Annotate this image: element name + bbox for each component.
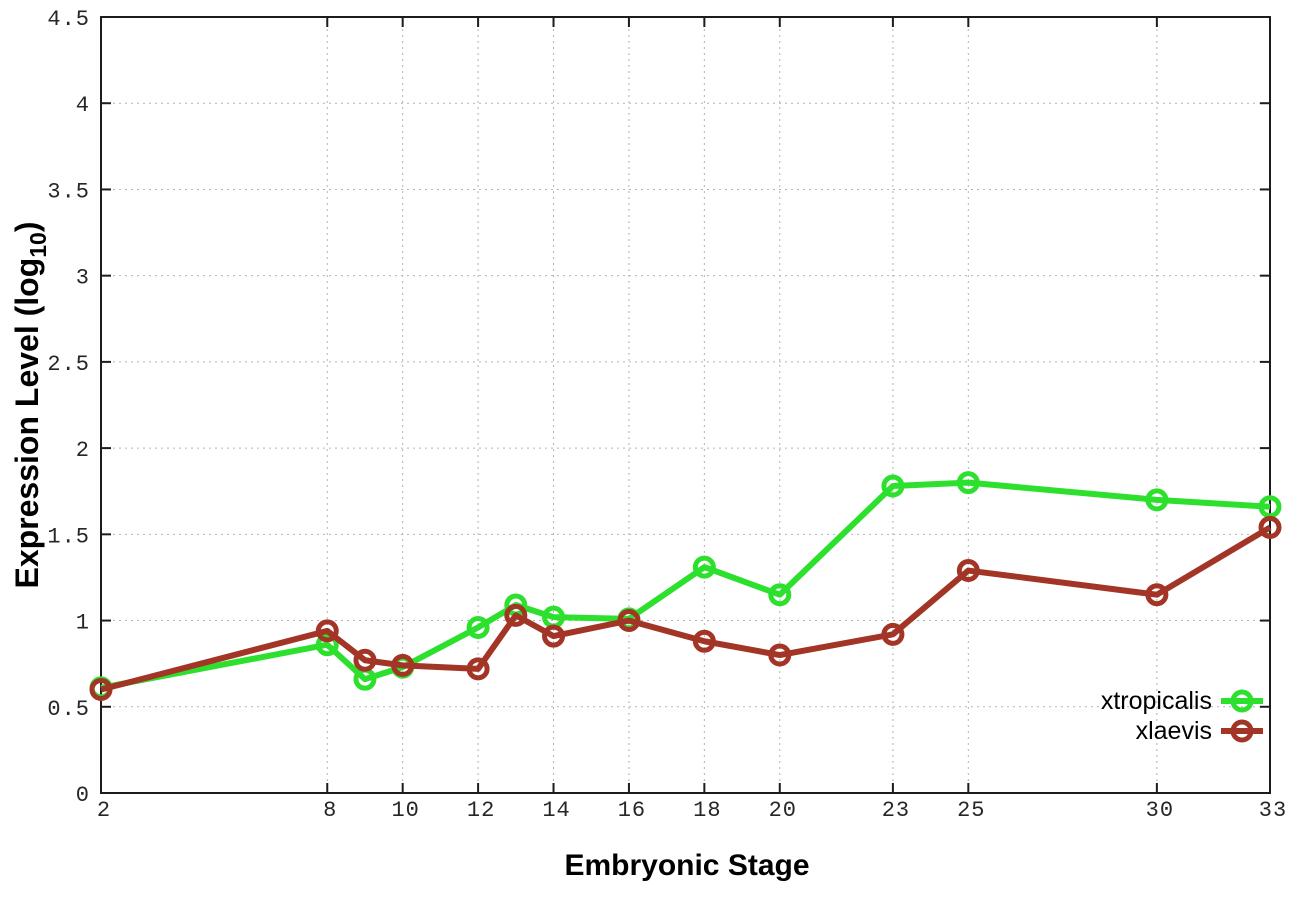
x-tick-label: 16: [618, 798, 646, 823]
data-point-marker: [768, 643, 792, 667]
y-axis-title: Expression Level (log10): [9, 221, 51, 588]
y-tick-label: 4.5: [47, 7, 90, 32]
y-tick-label: 2.5: [47, 352, 90, 377]
x-axis-title: Embryonic Stage: [564, 849, 809, 882]
series-markers-xlaevis: [89, 515, 1282, 702]
y-tick-label: 0.5: [47, 697, 90, 722]
data-point-marker: [881, 474, 905, 498]
y-axis-title-main: Expression Level (log: [9, 258, 45, 589]
data-point-marker: [956, 471, 980, 495]
y-tick-label: 1.5: [47, 524, 90, 549]
legend-label-xlaevis: xlaevis: [1136, 717, 1212, 745]
x-tick-label: 18: [693, 798, 721, 823]
data-point-marker: [692, 555, 716, 579]
y-axis-title-subscript: 10: [25, 232, 51, 258]
data-point-marker: [1145, 583, 1169, 607]
y-axis-title-suffix: ): [9, 221, 45, 232]
legend-sample-marker: [1230, 719, 1254, 743]
y-tick-label: 3: [76, 266, 90, 291]
x-tick-label: 20: [769, 798, 797, 823]
x-tick-label: 30: [1146, 798, 1174, 823]
y-tick-label: 3.5: [47, 179, 90, 204]
y-tick-label: 4: [76, 93, 90, 118]
y-tick-label: 2: [76, 438, 90, 463]
data-point-marker: [956, 559, 980, 583]
y-tick-label: 0: [76, 783, 90, 808]
data-point-marker: [768, 583, 792, 607]
series-line-xlaevis: [100, 524, 1272, 693]
grid-lines: [101, 17, 1270, 793]
x-tick-labels: 2 8 10 12 14 16 18 20 23 25 30 33: [97, 798, 1287, 823]
legend-sample-marker: [1230, 689, 1254, 713]
data-point-marker: [466, 657, 490, 681]
data-point-marker: [1145, 488, 1169, 512]
x-tick-label: 23: [882, 798, 910, 823]
x-tick-label: 14: [542, 798, 570, 823]
data-point-marker: [89, 678, 113, 702]
data-point-marker: [617, 609, 641, 633]
data-point-marker: [466, 615, 490, 639]
data-point-marker: [315, 633, 339, 657]
data-point-marker: [504, 603, 528, 627]
x-tick-label: 10: [391, 798, 419, 823]
data-point-marker: [353, 648, 377, 672]
plot-border: [100, 16, 1271, 794]
data-point-marker: [692, 629, 716, 653]
x-tick-label: 33: [1259, 798, 1287, 823]
data-point-marker: [1258, 495, 1282, 519]
data-point-marker: [391, 653, 415, 677]
data-point-marker: [881, 622, 905, 646]
data-point-marker: [315, 619, 339, 643]
tick-marks: [100, 16, 1271, 794]
legend-label-xtropicalis: xtropicalis: [1101, 687, 1212, 715]
data-point-marker: [1258, 515, 1282, 539]
x-tick-label: 2: [97, 798, 111, 823]
x-tick-label: 8: [323, 798, 337, 823]
x-tick-label: 12: [467, 798, 495, 823]
y-tick-label: 1: [76, 611, 90, 636]
x-tick-label: 25: [957, 798, 985, 823]
y-tick-labels: 0 0.5 1 1.5 2 2.5 3 3.5 4 4.5: [47, 7, 90, 808]
data-point-marker: [542, 624, 566, 648]
